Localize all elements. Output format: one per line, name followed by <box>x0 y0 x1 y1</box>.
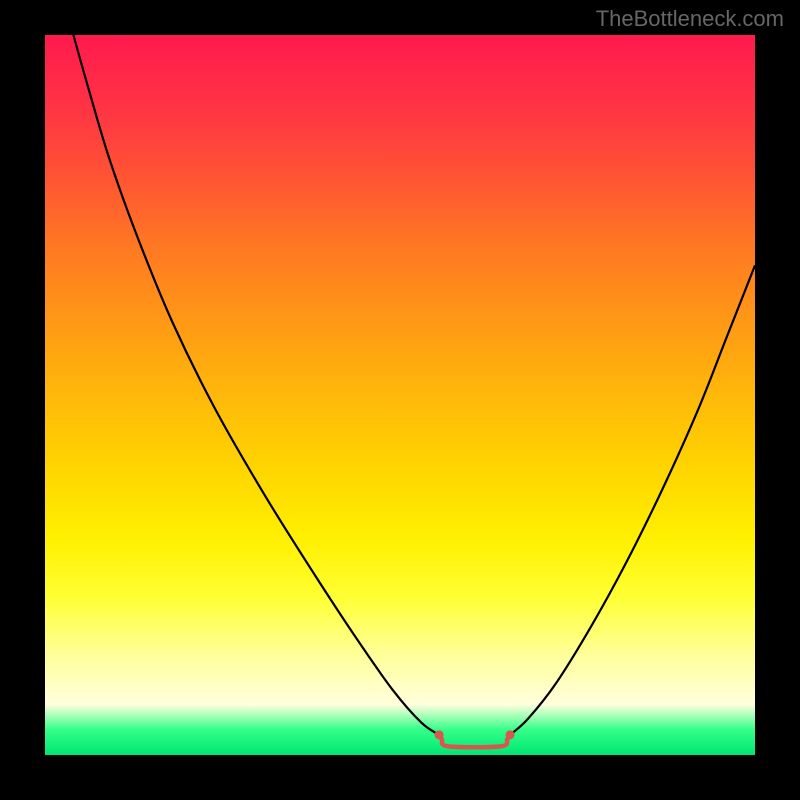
optimal-range-right-endpoint-icon <box>506 730 515 739</box>
chart-container: TheBottleneck.com <box>0 0 800 800</box>
optimal-range-left-endpoint-icon <box>435 730 444 739</box>
watermark-text: TheBottleneck.com <box>596 6 784 32</box>
gradient-background <box>45 35 755 755</box>
bottleneck-chart <box>45 35 755 755</box>
